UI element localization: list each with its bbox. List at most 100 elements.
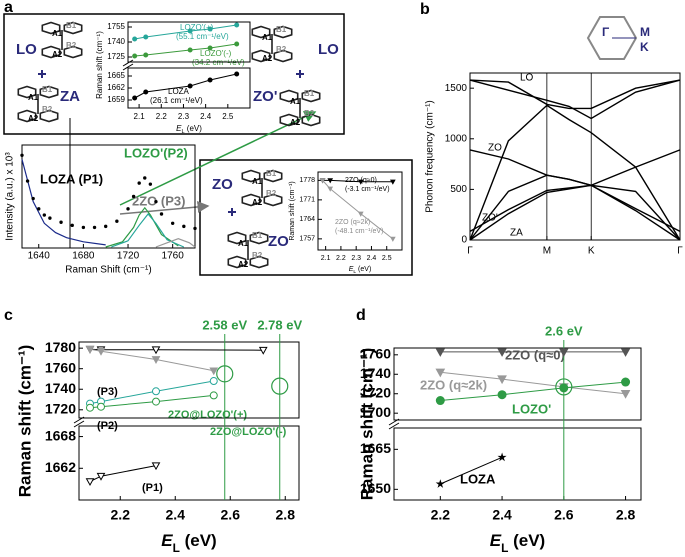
marker — [25, 179, 30, 183]
marker — [559, 383, 569, 393]
marker — [234, 22, 240, 28]
mode-label: ZO — [268, 233, 289, 250]
marker — [435, 368, 446, 378]
y-tick-label: 1662 — [107, 83, 125, 92]
x-axis-label-unit: (eV) — [185, 124, 203, 133]
mode-label: ZO — [212, 176, 233, 193]
marker — [187, 47, 193, 53]
y-tick-label: 1720 — [360, 384, 391, 400]
crossing-marker — [271, 377, 289, 395]
atom-label: A2 — [238, 260, 249, 269]
marker — [42, 213, 47, 217]
y-tick-label: 1720 — [45, 400, 76, 416]
y-tick-label: 1757 — [299, 236, 315, 243]
marker — [148, 182, 153, 186]
molecule-ring — [63, 21, 83, 35]
marker — [97, 402, 105, 411]
plot-frame — [317, 171, 403, 251]
y-tick-label: 500 — [450, 184, 467, 195]
series-line — [440, 371, 626, 395]
molecule-ring — [241, 193, 261, 207]
axis-break — [388, 418, 400, 426]
x-axis-label: EL (eV) — [349, 266, 372, 275]
marker — [86, 403, 94, 412]
y-tick-label: 1778 — [299, 177, 315, 184]
marker — [435, 479, 445, 488]
marker — [81, 225, 86, 230]
y-tick-label: 1755 — [107, 22, 125, 31]
annotation: 2ZO (P3) — [132, 193, 185, 208]
atom-label: A2 — [262, 54, 273, 63]
marker — [115, 219, 119, 223]
atom-label: B1 — [66, 21, 77, 30]
series-line — [440, 456, 503, 485]
reference-label: 2.58 eV — [202, 317, 247, 332]
series-label: 2ZO (q≈0) — [505, 347, 565, 362]
plot-frame — [78, 341, 300, 419]
annotation: (26.1 cm⁻¹/eV) — [150, 96, 203, 105]
series-line — [469, 184, 681, 233]
plus-signs — [38, 70, 304, 216]
annotations: LOZA (P1) LOZO'(P2) 2ZO (P3) — [40, 145, 188, 208]
marker — [621, 377, 631, 387]
y-tick-label: 1665 — [360, 440, 391, 456]
molecule-ring — [263, 193, 283, 207]
series-line — [469, 184, 681, 241]
panel-label: a — [4, 0, 13, 16]
marker — [558, 348, 569, 357]
molecule-ring — [249, 231, 269, 245]
x-tick-label: 2.4 — [200, 112, 212, 121]
x-tick-label: 1680 — [72, 251, 95, 262]
marker — [137, 181, 141, 185]
x-axis-label-main: E — [490, 531, 502, 550]
marker — [620, 390, 631, 399]
marker — [187, 28, 193, 34]
x-tick-label: 1720 — [117, 251, 140, 262]
molecule-ring — [17, 85, 37, 99]
atom-label: B1 — [252, 231, 263, 240]
x-tick-label: 2.4 — [166, 507, 186, 523]
marker — [154, 199, 158, 204]
y-tick-label: 1000 — [445, 133, 468, 144]
y-tick-label: 1740 — [45, 380, 76, 396]
x-tick-label: 2.2 — [111, 507, 131, 523]
x-tick-label: 2.2 — [336, 255, 346, 262]
annotation: LOZO'(P2) — [124, 145, 188, 160]
series-label: LOZO' — [512, 401, 551, 416]
x-tick-label: 2.6 — [221, 507, 241, 523]
x-tick-label: 2.2 — [431, 507, 451, 523]
x-axis-label-unit: (eV) — [508, 531, 545, 550]
annotation: (P3) — [97, 386, 118, 398]
molecule-ring — [251, 25, 271, 39]
annotations: (P3) (P2) (P1) 2ZO@LOZO'(+) 2ZO@LOZO'(-) — [97, 386, 287, 494]
y-tick-label: 1725 — [107, 52, 125, 61]
marker — [143, 89, 149, 95]
atom-label: B1 — [42, 85, 53, 94]
series-line — [469, 79, 681, 110]
molecule-ring — [63, 45, 83, 59]
marker — [207, 45, 213, 51]
annotation: (34.2 cm⁻¹/eV) — [192, 58, 245, 67]
plot-frame — [21, 144, 196, 249]
annotation: (P1) — [142, 482, 163, 494]
x-axis-label-sub: L — [173, 541, 180, 555]
marker — [152, 397, 160, 406]
y-tick-label: 1700 — [360, 404, 391, 420]
series-line — [469, 79, 681, 120]
marker — [85, 478, 95, 487]
atom-label: A1 — [238, 239, 249, 248]
arrow — [119, 111, 317, 206]
annotation: LO — [520, 73, 534, 84]
atom-label: B2 — [66, 41, 77, 50]
axis-break — [388, 422, 400, 430]
x-axis-label-sub: L — [353, 269, 356, 275]
marker — [96, 472, 106, 481]
atom-label: A2 — [28, 114, 39, 123]
atom-label: A1 — [252, 177, 263, 186]
molecule-ring — [39, 109, 59, 123]
y-tick-label: 1764 — [299, 216, 315, 223]
atom-label: A1 — [262, 33, 273, 42]
annotation: (-3.1 cm⁻¹/eV) — [345, 186, 390, 193]
atom-label: B2 — [252, 251, 263, 260]
series-line — [469, 104, 681, 241]
